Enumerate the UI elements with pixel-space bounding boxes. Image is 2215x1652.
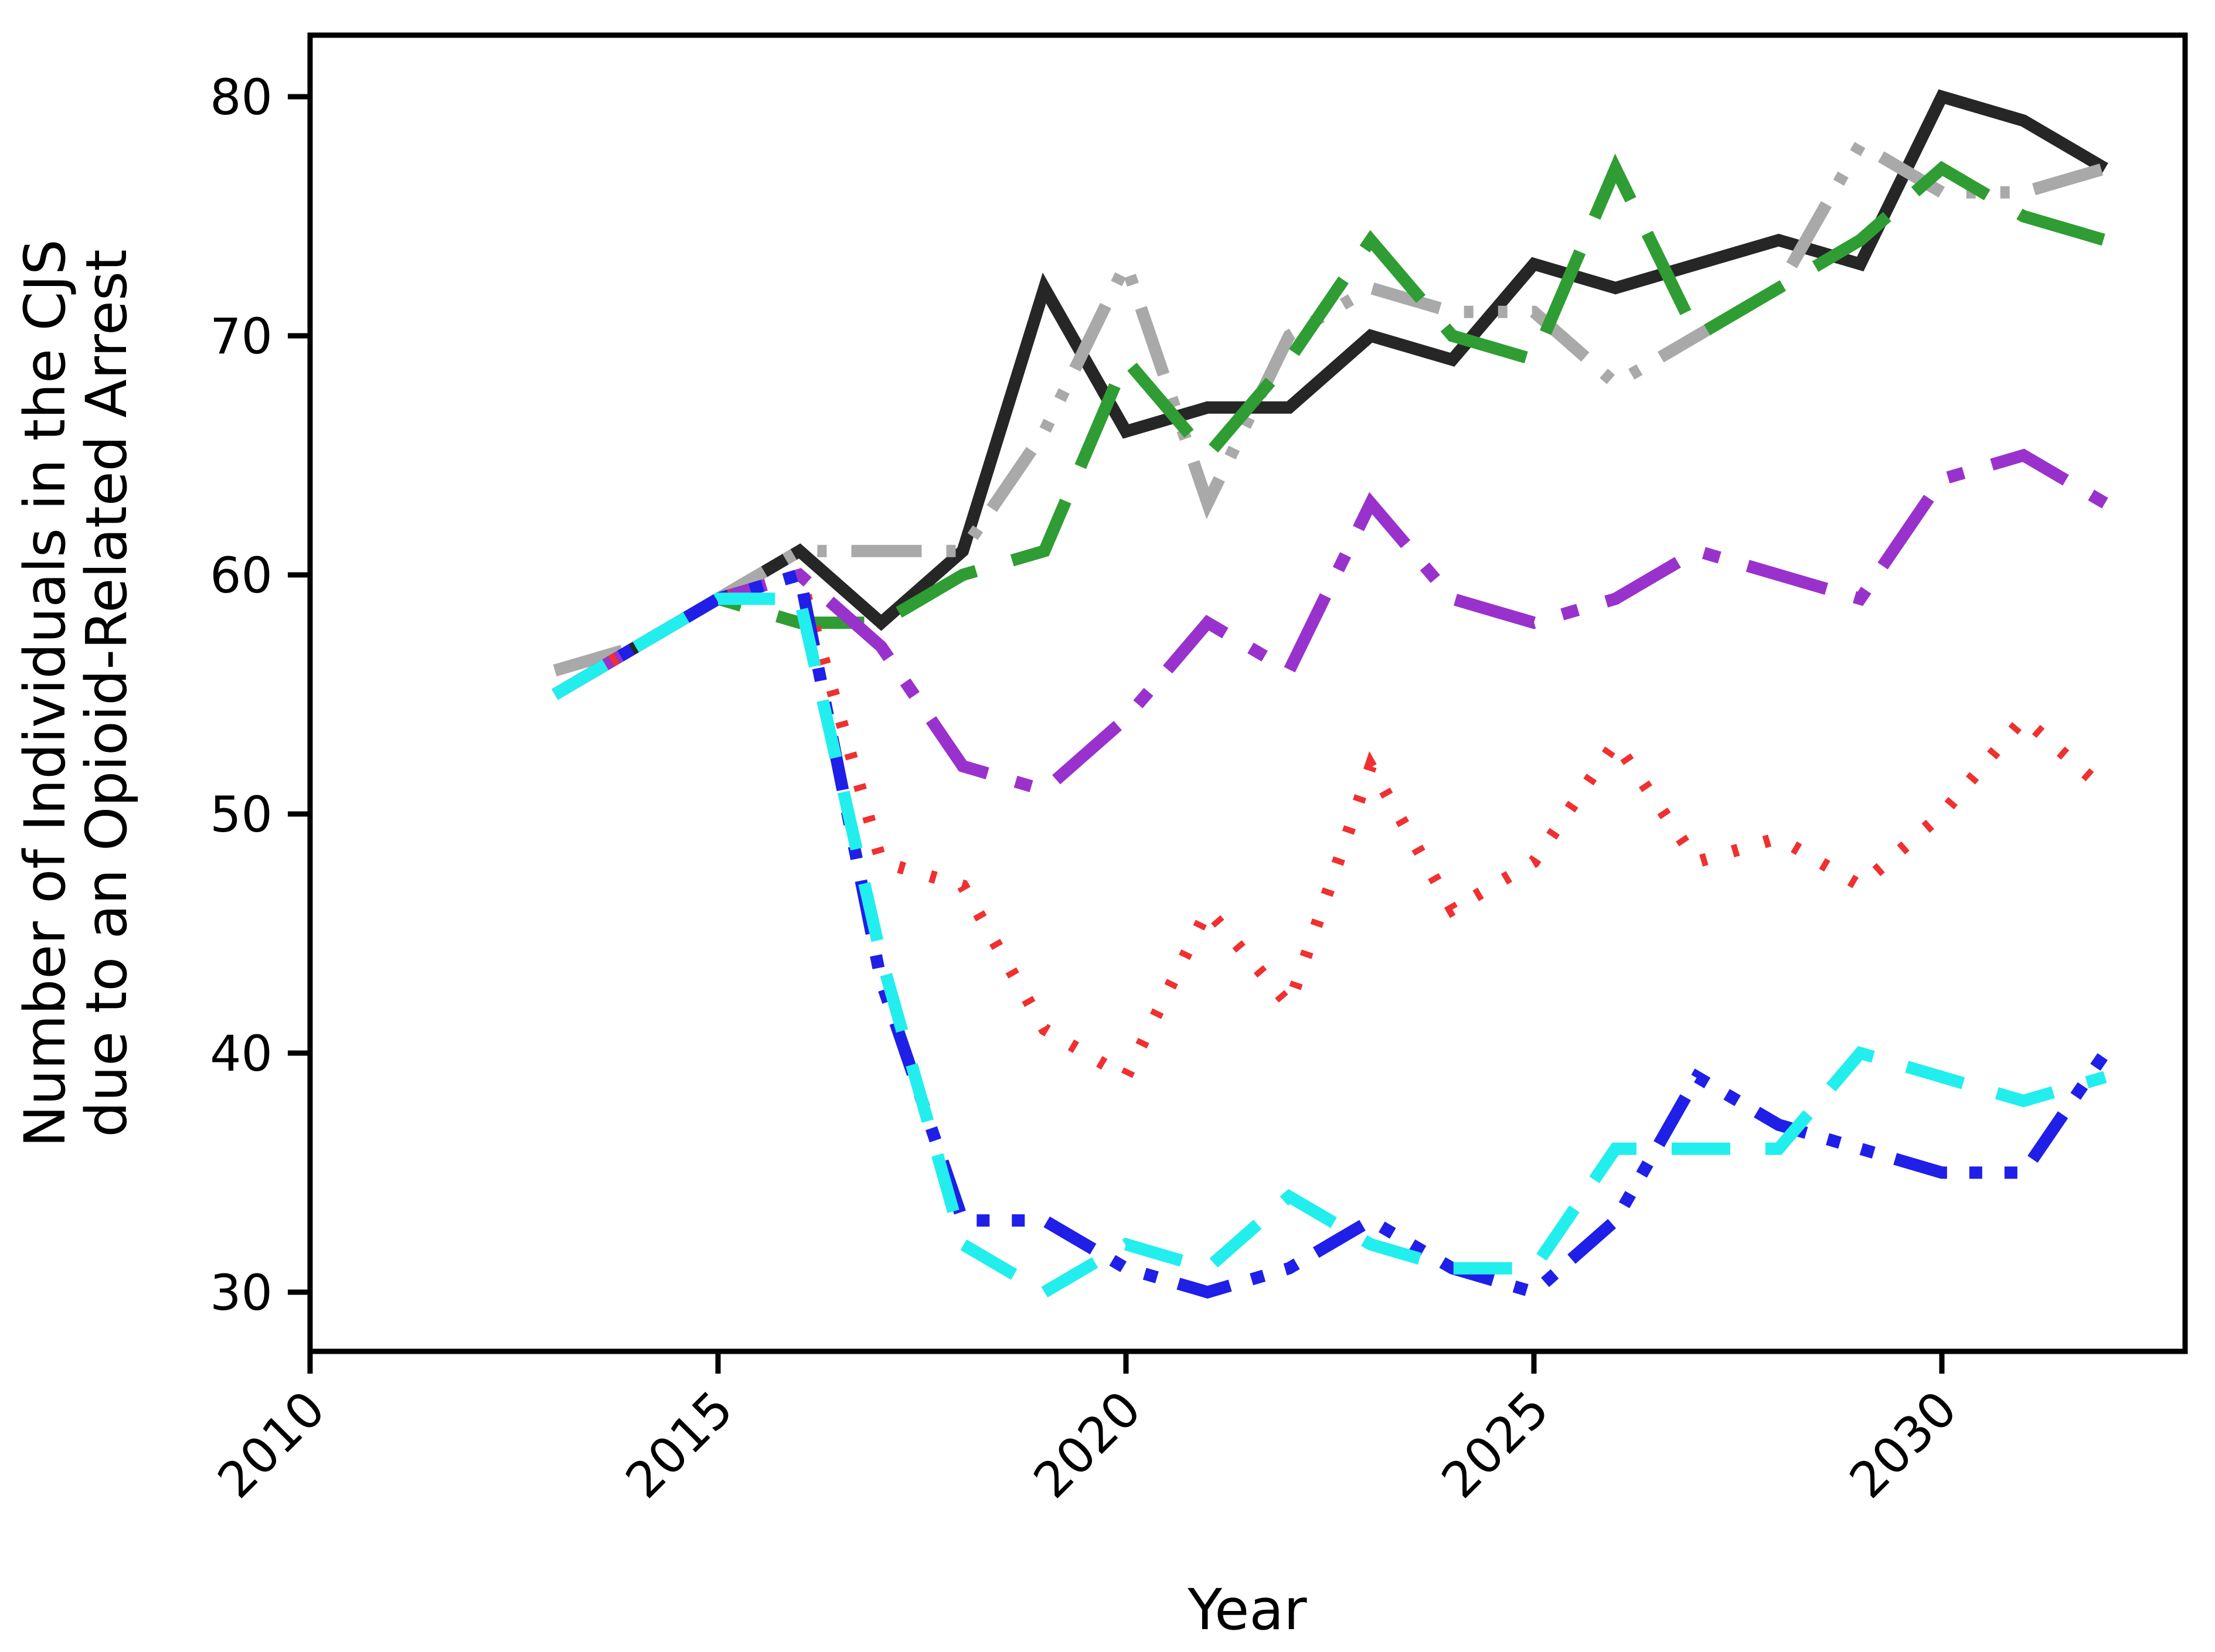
- x-tick-label-2015: 2015: [615, 1380, 744, 1509]
- y-tick-label-70: 70: [210, 308, 273, 365]
- y-tick-label-80: 80: [210, 69, 273, 126]
- x-tick-label-2025: 2025: [1431, 1380, 1560, 1509]
- y-tick-label-60: 60: [210, 547, 273, 604]
- x-axis-ticks: 2010 2015 2020 2025 2030: [207, 1351, 1968, 1509]
- plot-background: [310, 35, 2185, 1351]
- data-series-group: [552, 89, 2111, 1300]
- x-tick-label-2010: 2010: [207, 1380, 336, 1509]
- axes-spines: [307, 32, 2188, 1354]
- series-line-black-solid: [552, 89, 2108, 700]
- y-tick-label-50: 50: [210, 786, 273, 843]
- y-axis-label-line2: due to an Opioid-Related Arrest: [74, 249, 139, 1137]
- y-tick-label-30: 30: [210, 1264, 273, 1321]
- plot-area: [310, 35, 2185, 1351]
- x-axis-label: Year: [1187, 1577, 1307, 1643]
- x-tick-label-2020: 2020: [1023, 1380, 1152, 1509]
- y-tick-label-40: 40: [210, 1025, 273, 1082]
- y-axis-label-line1: Number of Individuals in the CJS: [12, 239, 78, 1147]
- series-line-cyan-dashed: [552, 592, 2107, 1300]
- x-tick-label-2030: 2030: [1839, 1380, 1968, 1509]
- y-axis-ticks: 30 40 50 60 70 80: [210, 69, 310, 1321]
